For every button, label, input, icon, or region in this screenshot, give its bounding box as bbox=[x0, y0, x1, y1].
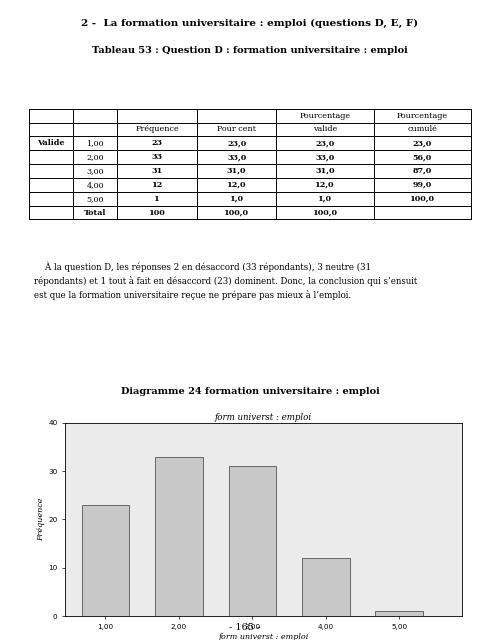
Text: 100,0: 100,0 bbox=[224, 209, 249, 216]
Text: 3,00: 3,00 bbox=[86, 167, 104, 175]
Text: - 165 -: - 165 - bbox=[229, 623, 261, 632]
Text: 99,0: 99,0 bbox=[413, 181, 432, 189]
Text: 1,0: 1,0 bbox=[230, 195, 244, 203]
Text: 23,0: 23,0 bbox=[316, 140, 335, 147]
Text: Fréquence: Fréquence bbox=[135, 125, 179, 134]
Text: Pourcentage: Pourcentage bbox=[299, 111, 350, 120]
Text: 1: 1 bbox=[154, 195, 160, 203]
Text: 100,0: 100,0 bbox=[313, 209, 338, 216]
Text: Total: Total bbox=[84, 209, 106, 216]
Text: 4,00: 4,00 bbox=[86, 181, 104, 189]
Text: Valide: Valide bbox=[37, 140, 65, 147]
Text: 100,0: 100,0 bbox=[410, 195, 435, 203]
Text: Tableau 53 : Question D : formation universitaire : emploi: Tableau 53 : Question D : formation univ… bbox=[92, 46, 408, 55]
Text: 2 -  La formation universitaire : emploi (questions D, E, F): 2 - La formation universitaire : emploi … bbox=[81, 19, 418, 28]
Text: 56,0: 56,0 bbox=[413, 153, 432, 161]
Text: Diagramme 24 formation universitaire : emploi: Diagramme 24 formation universitaire : e… bbox=[121, 387, 379, 396]
Text: À la question D, les réponses 2 en désaccord (33 répondants), 3 neutre (31
répon: À la question D, les réponses 2 en désac… bbox=[33, 262, 417, 300]
Text: 1,0: 1,0 bbox=[318, 195, 332, 203]
Text: 5,00: 5,00 bbox=[87, 195, 104, 203]
Text: 12,0: 12,0 bbox=[315, 181, 335, 189]
Text: 23,0: 23,0 bbox=[227, 140, 246, 147]
Text: 1,00: 1,00 bbox=[86, 140, 104, 147]
Text: Pour cent: Pour cent bbox=[217, 125, 256, 134]
Text: Pourcentage: Pourcentage bbox=[396, 111, 448, 120]
Text: 31,0: 31,0 bbox=[227, 167, 246, 175]
Text: 33,0: 33,0 bbox=[316, 153, 335, 161]
Text: 100: 100 bbox=[149, 209, 166, 216]
Text: valide: valide bbox=[313, 125, 337, 134]
Text: 33: 33 bbox=[151, 153, 163, 161]
Text: 87,0: 87,0 bbox=[413, 167, 432, 175]
Text: 12: 12 bbox=[151, 181, 163, 189]
Text: 31: 31 bbox=[151, 167, 163, 175]
Text: 23,0: 23,0 bbox=[413, 140, 432, 147]
Text: 23: 23 bbox=[151, 140, 163, 147]
Text: 2,00: 2,00 bbox=[86, 153, 104, 161]
Text: 33,0: 33,0 bbox=[227, 153, 246, 161]
Text: 12,0: 12,0 bbox=[227, 181, 246, 189]
Text: 31,0: 31,0 bbox=[315, 167, 335, 175]
Text: cumulé: cumulé bbox=[407, 125, 437, 134]
